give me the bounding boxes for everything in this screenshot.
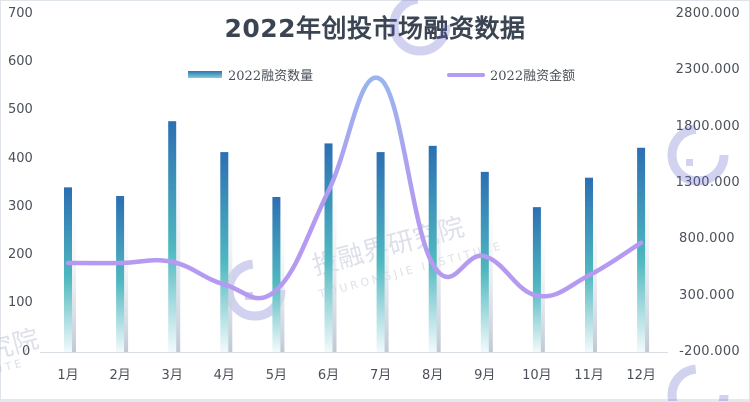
legend-bar-label: 2022融资数量: [228, 69, 314, 84]
y-left-tick: 0: [22, 344, 31, 359]
x-tick-label: 9月: [474, 368, 496, 383]
bar[interactable]: [585, 177, 593, 352]
bar[interactable]: [376, 152, 385, 352]
y-left-tick: 200: [8, 247, 33, 262]
legend-line-swatch: [447, 72, 485, 77]
y-right-tick: 2800.000: [675, 6, 740, 21]
legend-bar-swatch: [188, 71, 222, 78]
x-tick-label: 3月: [161, 368, 183, 383]
bar[interactable]: [480, 171, 489, 352]
x-tick-label: 11月: [574, 368, 604, 383]
y-left-tick: 500: [8, 102, 33, 117]
x-tick-label: 4月: [213, 368, 235, 383]
bar[interactable]: [532, 207, 541, 352]
y-right-tick: 800.000: [679, 231, 735, 246]
bar[interactable]: [637, 147, 646, 352]
x-tick-label: 6月: [317, 368, 340, 383]
bar[interactable]: [64, 187, 72, 352]
bar[interactable]: [116, 196, 125, 352]
y-right-tick: -200.000: [679, 344, 740, 359]
chart-title: 2022年创投市场融资数据: [224, 14, 526, 43]
x-tick-label: 1月: [57, 368, 79, 383]
x-tick-label: 5月: [265, 368, 288, 383]
bar[interactable]: [324, 143, 333, 352]
legend-item-bar[interactable]: 2022融资数量: [188, 65, 313, 84]
y-left-tick: 600: [8, 54, 33, 69]
watermark: 投融界研究院 TOURONGJIE INSTITUTE 究院 ITUTE: [0, 0, 729, 401]
y-right-tick: 300.000: [679, 288, 735, 303]
x-tick-label: 8月: [422, 368, 444, 383]
y-right-tick: 2300.000: [675, 62, 740, 77]
bar-series: [64, 121, 650, 353]
y-left-tick: 700: [8, 6, 33, 21]
bar[interactable]: [272, 197, 281, 352]
bar[interactable]: [168, 121, 177, 353]
x-tick-label: 12月: [626, 368, 656, 383]
y-left-tick: 300: [8, 199, 33, 214]
legend-item-line[interactable]: 2022融资金额: [447, 65, 575, 84]
bar[interactable]: [220, 152, 229, 352]
y-left-tick: 100: [8, 295, 33, 310]
legend-line-label: 2022融资金额: [490, 69, 576, 84]
y-right-tick: 1300.000: [675, 175, 740, 190]
x-tick-label: 10月: [522, 368, 552, 383]
bar[interactable]: [428, 145, 437, 352]
x-tick-label: 7月: [369, 368, 392, 383]
line-series: [65, 75, 644, 301]
y-right-tick: 1800.000: [675, 119, 740, 134]
x-tick-label: 2月: [109, 368, 131, 383]
y-left-tick: 400: [8, 151, 33, 166]
